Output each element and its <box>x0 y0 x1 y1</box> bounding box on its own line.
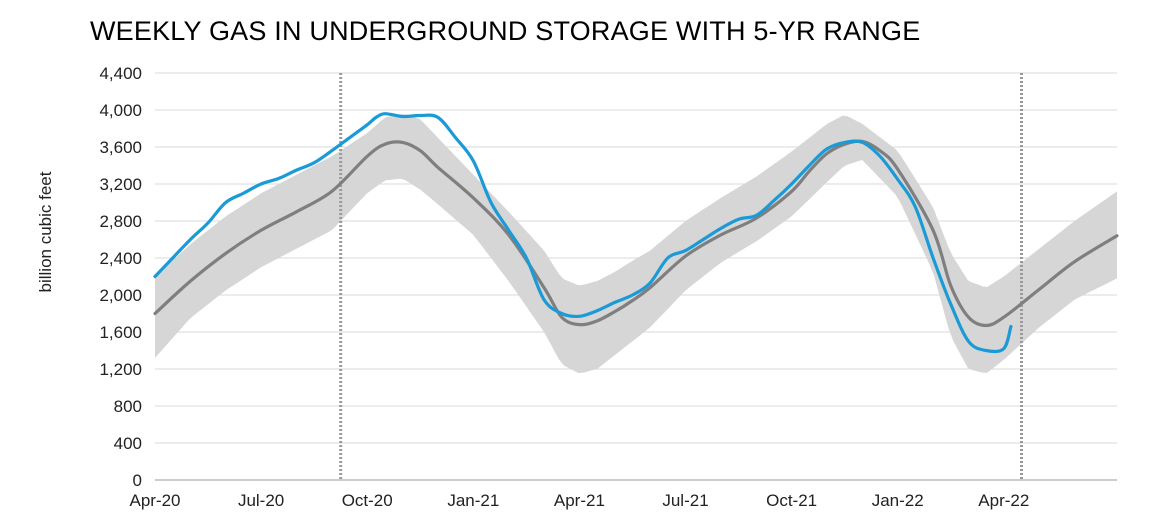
x-tick-label: Apr-20 <box>129 491 180 510</box>
y-tick-label: 4,000 <box>99 101 142 120</box>
y-tick-label: 800 <box>114 397 142 416</box>
y-tick-label: 400 <box>114 434 142 453</box>
x-tick-label: Apr-21 <box>554 491 605 510</box>
chart-title: WEEKLY GAS IN UNDERGROUND STORAGE WITH 5… <box>90 16 921 46</box>
x-tick-label: Jan-22 <box>872 491 924 510</box>
y-tick-label: 2,000 <box>99 286 142 305</box>
y-tick-labels: 0 400 800 1,200 1,600 2,000 2,400 2,800 3,200 3,6… <box>99 64 142 490</box>
x-tick-label: Oct-20 <box>342 491 393 510</box>
y-tick-label: 1,600 <box>99 323 142 342</box>
range-band <box>155 114 1117 373</box>
y-tick-label: 3,200 <box>99 175 142 194</box>
y-tick-label: 3,600 <box>99 138 142 157</box>
y-tick-label: 4,400 <box>99 64 142 83</box>
range-band-area <box>155 114 1117 373</box>
storage-line <box>153 112 1013 354</box>
x-tick-label: Jul-21 <box>662 491 708 510</box>
x-tick-label: Jul-20 <box>238 491 284 510</box>
y-tick-label: 2,800 <box>99 212 142 231</box>
average-line <box>153 139 1119 328</box>
x-tick-label: Apr-22 <box>978 491 1029 510</box>
y-tick-label: 0 <box>133 471 142 490</box>
x-tick-label: Oct-21 <box>766 491 817 510</box>
y-tick-label: 1,200 <box>99 360 142 379</box>
x-tick-label: Jan-21 <box>447 491 499 510</box>
x-tick-labels: Apr-20 Jul-20 Oct-20 Jan-21 Apr-21 Jul-21 Oct-… <box>129 491 1029 510</box>
y-tick-label: 2,400 <box>99 249 142 268</box>
series-lines <box>153 112 1119 354</box>
